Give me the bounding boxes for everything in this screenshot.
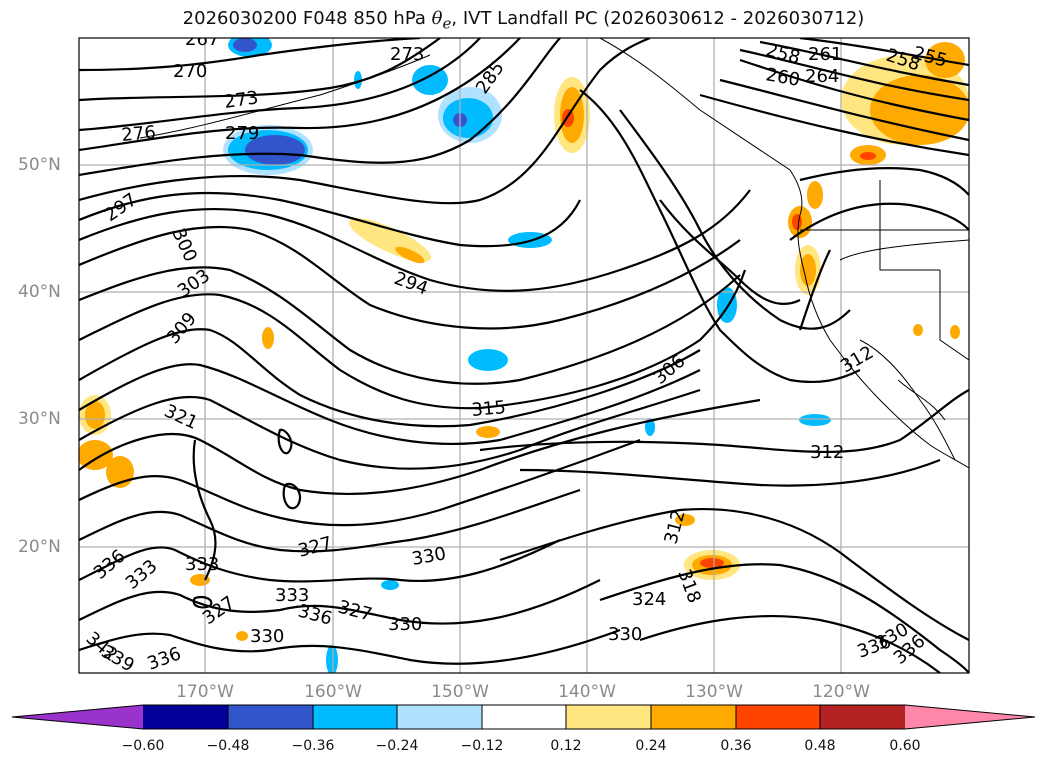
colorbar-extend-max (905, 705, 1035, 729)
negative-anomaly-region (412, 65, 448, 95)
theta-e-contours (79, 38, 969, 673)
positive-anomaly-region (800, 254, 816, 286)
positive-anomaly-region (675, 514, 695, 526)
positive-anomaly-region (860, 152, 876, 160)
plot-title: 2026030200 F048 850 hPa θe, IVT Landfall… (182, 8, 865, 33)
contour-label: 267 (185, 29, 219, 50)
colorbar (11, 704, 1036, 730)
colorbar-segment (820, 705, 905, 729)
contour-label: 315 (471, 397, 507, 421)
lon-label-140w: 140°W (558, 682, 616, 702)
negative-anomaly-region (468, 349, 508, 371)
shaded-ivt-anomalies (79, 38, 969, 673)
colorbar-tick: 0.36 (720, 738, 752, 754)
negative-anomaly-region (326, 645, 338, 673)
colorbar-extend-min (12, 705, 143, 729)
contour-label: 312 (810, 442, 844, 463)
negative-anomaly-region (799, 414, 831, 426)
lon-label-130w: 130°W (685, 682, 743, 702)
colorbar-segment (736, 705, 820, 729)
positive-anomaly-region (79, 440, 113, 470)
colorbar-segment (313, 705, 397, 729)
positive-anomaly-region (792, 214, 802, 230)
colorbar-segment (397, 705, 482, 729)
colorbar-segment (143, 705, 228, 729)
contour-label: 330 (608, 624, 642, 645)
lon-label-120w: 120°W (812, 682, 870, 702)
colorbar-tick: −0.48 (206, 738, 250, 754)
lon-label-150w: 150°W (431, 682, 489, 702)
colorbar-tick: −0.12 (460, 738, 504, 754)
graticule (79, 38, 969, 673)
contour-label: 276 (121, 122, 157, 146)
contour-label: 264 (805, 66, 839, 87)
positive-anomaly-region (395, 246, 425, 264)
lon-label-160w: 160°W (304, 682, 362, 702)
positive-anomaly-region (262, 327, 274, 349)
contour-label: 270 (173, 61, 207, 82)
colorbar-outline (11, 704, 1036, 730)
positive-anomaly-region (236, 631, 248, 641)
lat-label-30n: 30°N (18, 409, 61, 429)
contour-label: 330 (250, 626, 284, 647)
colorbar-tick: 0.24 (635, 738, 667, 754)
colorbar-segment (482, 705, 566, 729)
negative-anomaly-region (245, 135, 305, 165)
negative-anomaly-region (233, 38, 257, 52)
lon-label-170w: 170°W (176, 682, 234, 702)
positive-anomaly-region (807, 181, 823, 209)
colorbar-segment (651, 705, 736, 729)
colorbar-tick: 0.48 (804, 738, 836, 754)
colorbar-tick: −0.36 (291, 738, 335, 754)
contour-label: 273 (390, 44, 424, 65)
negative-anomaly-region (381, 580, 399, 590)
contour-label: 333 (185, 554, 219, 575)
positive-anomaly-region (700, 558, 724, 568)
contour-label: 261 (808, 44, 842, 65)
negative-anomaly-region (443, 98, 493, 138)
colorbar-segment (566, 705, 651, 729)
contour-label: 273 (223, 87, 260, 113)
colorbar-tick: −0.24 (375, 738, 419, 754)
positive-anomaly-region (913, 324, 923, 336)
contour-label: 330 (388, 614, 422, 635)
colorbar-tick: 0.12 (550, 738, 582, 754)
colorbar-segment (228, 705, 313, 729)
lat-label-50n: 50°N (18, 155, 61, 175)
map-frame (78, 37, 970, 674)
contour-label: 324 (632, 589, 666, 610)
map-panel (79, 38, 969, 673)
negative-anomaly-region (354, 71, 362, 89)
contour-label: 279 (225, 123, 259, 144)
positive-anomaly-region (950, 325, 960, 339)
colorbar-tick: −0.60 (121, 738, 165, 754)
lat-label-20n: 20°N (18, 537, 61, 557)
lat-label-40n: 40°N (18, 282, 61, 302)
negative-anomaly-region (645, 418, 655, 436)
positive-anomaly-region (85, 401, 105, 429)
contour-label: 333 (275, 585, 309, 606)
coastlines (139, 38, 969, 469)
positive-anomaly-region (476, 426, 500, 438)
colorbar-tick: 0.60 (889, 738, 921, 754)
